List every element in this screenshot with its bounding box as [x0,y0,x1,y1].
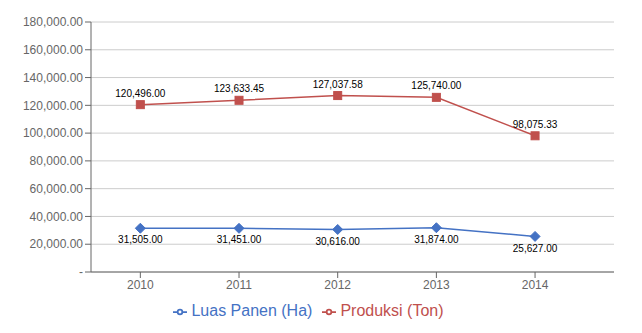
svg-text:98,075.33: 98,075.33 [513,119,558,130]
svg-text:31,505.00: 31,505.00 [118,234,163,245]
svg-text:20,000.00: 20,000.00 [30,237,84,251]
svg-text:2010: 2010 [127,278,154,292]
svg-text:125,740.00: 125,740.00 [411,80,461,91]
svg-text:120,496.00: 120,496.00 [115,88,165,99]
svg-text:123,633.45: 123,633.45 [214,83,264,94]
svg-text:127,037.58: 127,037.58 [313,79,363,90]
svg-text:60,000.00: 60,000.00 [30,182,84,196]
svg-text:120,000.00: 120,000.00 [23,99,83,113]
svg-text:2013: 2013 [423,278,450,292]
svg-text:31,874.00: 31,874.00 [414,234,459,245]
svg-text:40,000.00: 40,000.00 [30,210,84,224]
svg-text:100,000.00: 100,000.00 [23,126,83,140]
svg-text:25,627.00: 25,627.00 [513,243,558,254]
svg-text:2012: 2012 [324,278,351,292]
svg-text:30,616.00: 30,616.00 [315,236,360,247]
svg-text:2014: 2014 [522,278,549,292]
svg-text:140,000.00: 140,000.00 [23,71,83,85]
svg-text:-: - [79,265,83,279]
svg-text:31,451.00: 31,451.00 [217,234,262,245]
svg-text:160,000.00: 160,000.00 [23,43,83,57]
html-text:Produksi (Ton): Produksi (Ton) [340,302,444,319]
svg-text:2011: 2011 [226,278,252,292]
html-text:Luas Panen (Ha): Luas Panen (Ha) [191,302,313,319]
svg-text:80,000.00: 80,000.00 [30,154,84,168]
svg-text:180,000.00: 180,000.00 [23,15,83,29]
